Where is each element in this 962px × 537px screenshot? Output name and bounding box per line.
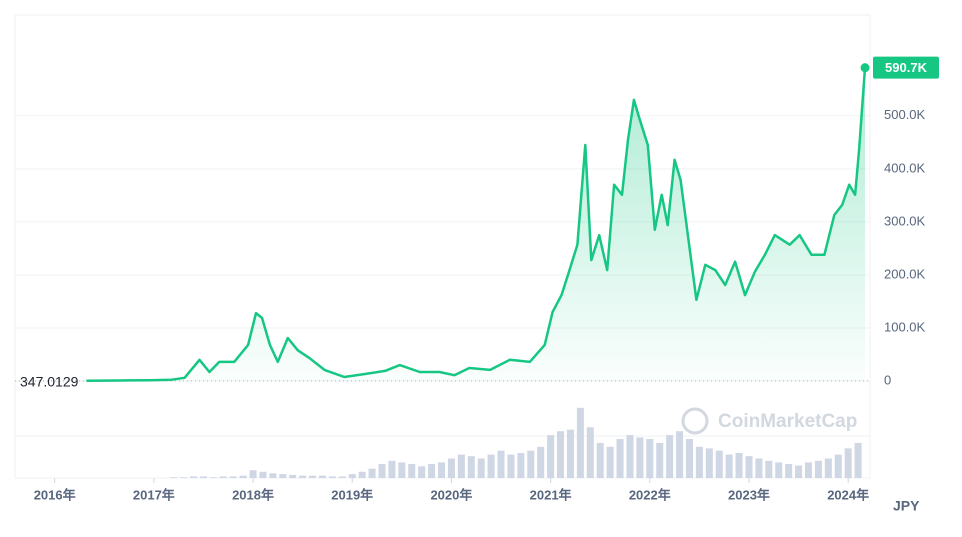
volume-bar: [795, 465, 803, 478]
volume-bar: [279, 474, 287, 478]
volume-bar: [398, 462, 406, 478]
volume-bar: [636, 437, 644, 478]
volume-bar: [547, 435, 555, 478]
volume-bar: [656, 442, 664, 478]
volume-bar: [388, 460, 396, 478]
y-tick-label: 200.0K: [884, 266, 926, 281]
volume-bar: [507, 454, 515, 478]
x-tick-label: 2017年: [133, 487, 175, 502]
volume-bar: [666, 435, 674, 478]
volume-bar: [249, 470, 257, 478]
volume-bar: [418, 466, 426, 478]
volume-bar: [517, 453, 525, 478]
volume-bar: [209, 477, 217, 478]
volume-bar: [348, 474, 356, 478]
volume-bar: [170, 477, 178, 478]
volume-bar: [368, 468, 376, 478]
volume-bar: [834, 454, 842, 478]
volume-bar: [190, 476, 198, 478]
volume-bar: [735, 453, 743, 478]
volume-bar: [180, 477, 188, 478]
volume-bar: [646, 439, 654, 478]
volume-bar: [309, 475, 317, 478]
price-line: [86, 67, 867, 383]
volume-bar: [765, 460, 773, 478]
volume-bar: [338, 476, 346, 478]
volume-bar: [814, 460, 822, 478]
watermark: CoinMarketCap: [681, 407, 857, 435]
volume-bar: [745, 456, 753, 478]
volume-bar: [299, 475, 307, 478]
volume-bar: [269, 473, 277, 478]
volume-bar: [289, 474, 297, 478]
volume-bar: [685, 439, 693, 478]
watermark-text: CoinMarketCap: [718, 411, 857, 432]
volume-bar: [457, 454, 465, 478]
volume-bar: [566, 429, 574, 478]
volume-bar: [497, 450, 505, 478]
value-label: 590.7K: [885, 60, 928, 75]
volume-bar: [527, 450, 535, 478]
volume-bar: [676, 431, 684, 478]
plot-frame: [14, 14, 871, 479]
volume-bar: [219, 476, 227, 478]
volume-bar: [408, 463, 416, 478]
x-tick-label: 2020年: [430, 487, 472, 502]
volume-bar: [358, 471, 366, 478]
volume-bar: [239, 475, 247, 478]
price-area: [86, 67, 866, 381]
volume-bar: [755, 458, 763, 478]
volume-bar: [785, 463, 793, 478]
volume-bar: [596, 442, 604, 478]
x-tick-label: 2019年: [331, 487, 373, 502]
x-tick-label: 2024年: [827, 487, 869, 502]
volume-bar: [576, 407, 584, 478]
x-tick-label: 2016年: [34, 487, 76, 502]
volume-bar: [695, 446, 703, 478]
volume-bar: [616, 439, 624, 478]
volume-bar: [438, 462, 446, 478]
volume-bar: [586, 427, 594, 478]
volume-bar: [725, 454, 733, 478]
start-value-label: 347.0129: [20, 374, 79, 390]
volume-bar: [477, 458, 485, 478]
volume-bar: [229, 476, 237, 478]
value-label-box: [873, 56, 939, 79]
volume-bar: [824, 458, 832, 478]
volume-bar: [259, 471, 267, 478]
volume-bar: [715, 450, 723, 478]
volume-bar: [557, 431, 565, 478]
currency-label: JPY: [893, 498, 920, 514]
volume-bar: [447, 458, 455, 478]
volume-bar: [705, 448, 713, 478]
volume-bar: [844, 448, 852, 478]
x-tick-label: 2023年: [728, 487, 770, 502]
y-tick-label: 400.0K: [884, 160, 926, 175]
volume-bar: [626, 435, 634, 478]
volume-bar: [606, 446, 614, 478]
volume-bar: [805, 462, 813, 478]
volume-bar: [428, 463, 436, 478]
y-tick-label: 300.0K: [884, 213, 926, 228]
x-tick-label: 2021年: [530, 487, 572, 502]
volume-bar: [328, 476, 336, 478]
volume-bar: [378, 463, 386, 478]
last-point: [860, 63, 870, 73]
y-tick-label: 500.0K: [884, 107, 926, 122]
y-tick-label: 100.0K: [884, 319, 926, 334]
x-tick-label: 2018年: [232, 487, 274, 502]
volume-bar: [775, 462, 783, 478]
volume-bar: [467, 456, 475, 478]
volume-bar: [199, 476, 207, 478]
volume-bar: [318, 475, 326, 478]
x-tick-label: 2022年: [629, 487, 671, 502]
volume-bar: [487, 454, 495, 478]
volume-bar: [537, 446, 545, 478]
y-tick-label: 0: [884, 372, 891, 387]
volume-bar: [854, 442, 862, 478]
